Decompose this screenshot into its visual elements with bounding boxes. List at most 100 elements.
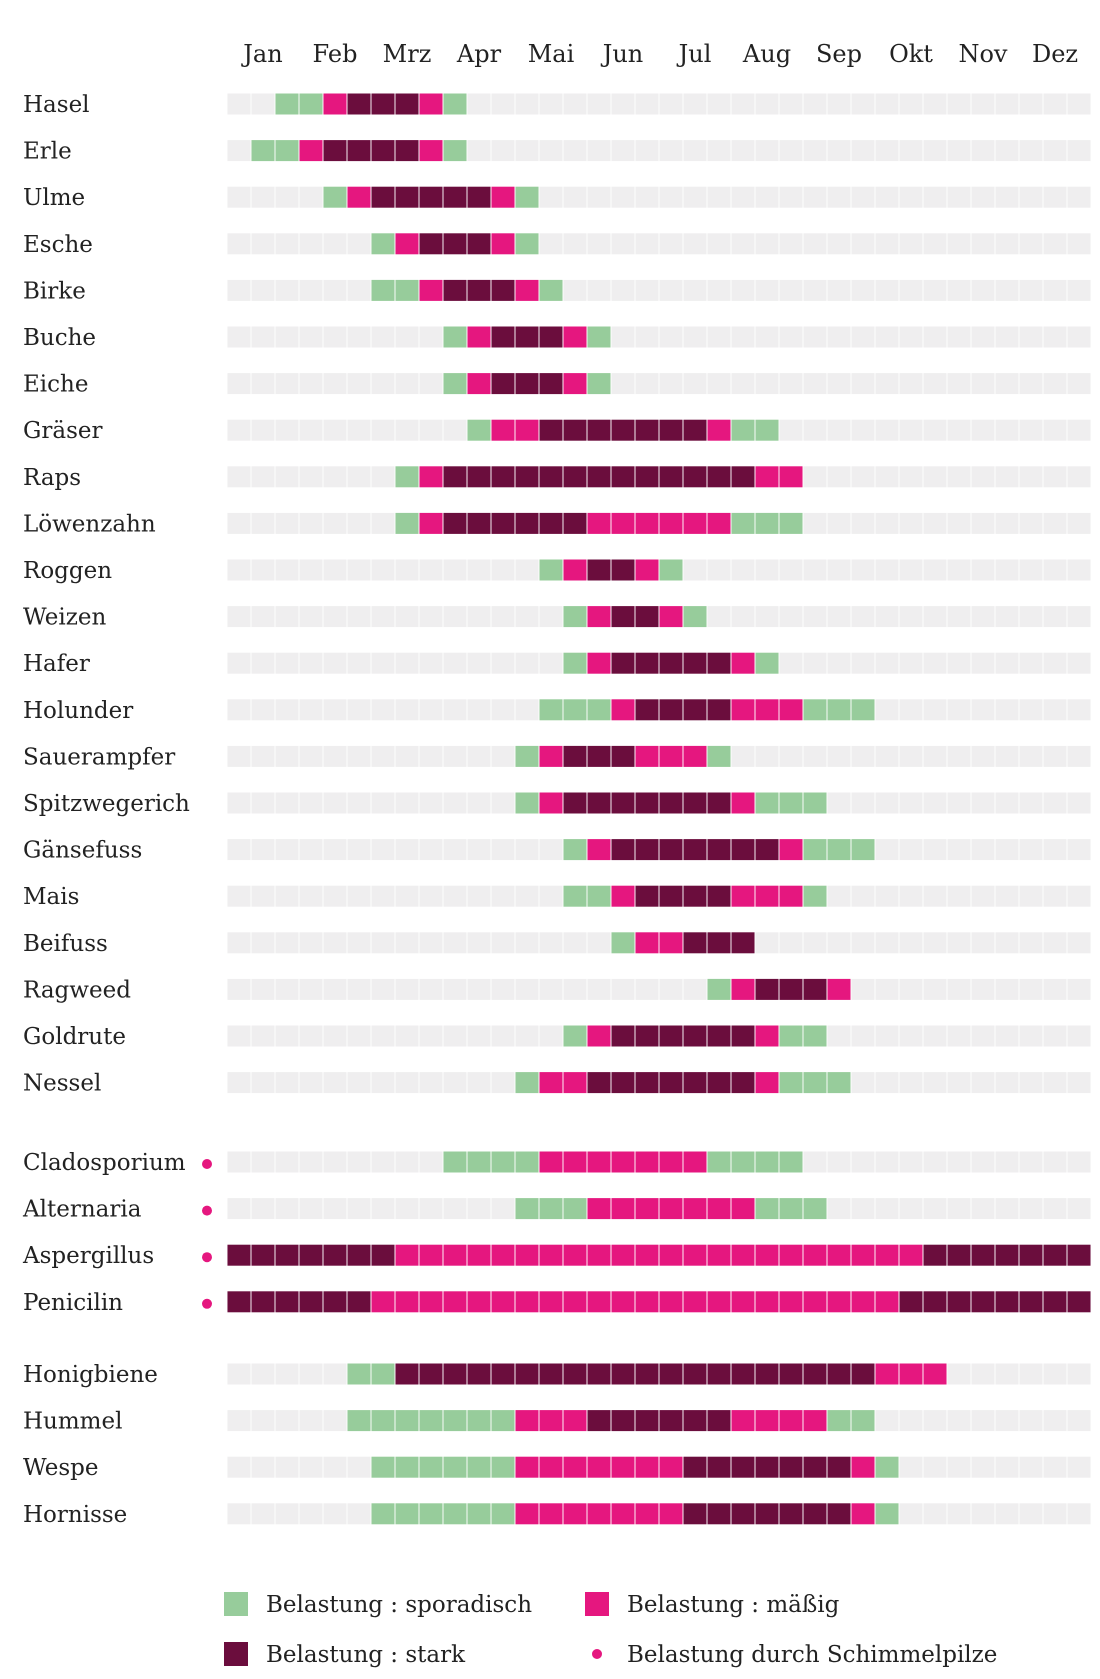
cell-raps-16	[611, 466, 635, 488]
cell-honigbiene-33	[1019, 1363, 1043, 1385]
cell-raps-7	[395, 466, 419, 488]
cell-holunder-14	[563, 699, 587, 721]
cell-wespe-5	[347, 1456, 371, 1478]
cell-wespe-25	[827, 1456, 851, 1478]
cell-ulme-4	[323, 186, 347, 208]
cell-aspergillus-11	[491, 1244, 515, 1266]
cell-beifuss-31	[971, 932, 995, 954]
cell-gänsefuss-28	[899, 839, 923, 861]
cell-birke-18	[659, 279, 683, 301]
cell-ulme-26	[851, 186, 875, 208]
cell-erle-7	[395, 140, 419, 162]
row-label: Spitzwegerich	[23, 791, 190, 817]
cell-gräser-14	[563, 419, 587, 441]
cell-ragweed-11	[491, 978, 515, 1000]
row-label: Eiche	[23, 372, 88, 398]
cell-beifuss-14	[563, 932, 587, 954]
cell-löwenzahn-32	[995, 512, 1019, 534]
cell-hafer-3	[299, 652, 323, 674]
cell-hummel-21	[731, 1410, 755, 1432]
cell-honigbiene-27	[875, 1363, 899, 1385]
cell-roggen-13	[539, 559, 563, 581]
cell-gräser-2	[275, 419, 299, 441]
row-label: Beifuss	[23, 931, 108, 957]
cell-buche-12	[515, 326, 539, 348]
cell-roggen-5	[347, 559, 371, 581]
cell-goldrute-1	[251, 1025, 275, 1047]
cell-weizen-33	[1019, 606, 1043, 628]
cell-ragweed-25	[827, 978, 851, 1000]
cell-cladosporium-22	[755, 1151, 779, 1173]
cell-spitzwegerich-3	[299, 792, 323, 814]
cell-roggen-6	[371, 559, 395, 581]
cell-löwenzahn-16	[611, 512, 635, 534]
cell-ulme-11	[491, 186, 515, 208]
cell-ulme-18	[659, 186, 683, 208]
cell-weizen-27	[875, 606, 899, 628]
cell-hornisse-10	[467, 1503, 491, 1525]
cell-ragweed-33	[1019, 978, 1043, 1000]
cell-hornisse-7	[395, 1503, 419, 1525]
cell-wespe-31	[971, 1456, 995, 1478]
cell-holunder-18	[659, 699, 683, 721]
cell-nessel-33	[1019, 1072, 1043, 1094]
cell-honigbiene-18	[659, 1363, 683, 1385]
cell-ragweed-17	[635, 978, 659, 1000]
cell-birke-23	[779, 279, 803, 301]
cell-mais-2	[275, 885, 299, 907]
cell-birke-33	[1019, 279, 1043, 301]
cell-penicilin-29	[923, 1291, 947, 1313]
cell-hornisse-29	[923, 1503, 947, 1525]
cell-hafer-14	[563, 652, 587, 674]
cell-hummel-3	[299, 1410, 323, 1432]
cell-alternaria-26	[851, 1198, 875, 1220]
cell-hafer-28	[899, 652, 923, 674]
row-label: Gräser	[23, 418, 103, 444]
cell-alternaria-34	[1043, 1198, 1067, 1220]
cell-eiche-13	[539, 373, 563, 395]
cell-honigbiene-9	[443, 1363, 467, 1385]
cell-wespe-27	[875, 1456, 899, 1478]
cell-sauerampfer-17	[635, 745, 659, 767]
cell-löwenzahn-11	[491, 512, 515, 534]
cell-sauerampfer-27	[875, 745, 899, 767]
cell-weizen-35	[1067, 606, 1091, 628]
cell-beifuss-26	[851, 932, 875, 954]
cell-gräser-10	[467, 419, 491, 441]
cell-raps-12	[515, 466, 539, 488]
cell-raps-30	[947, 466, 971, 488]
cell-ragweed-8	[419, 978, 443, 1000]
cell-spitzwegerich-0	[227, 792, 251, 814]
cell-buche-29	[923, 326, 947, 348]
cell-goldrute-23	[779, 1025, 803, 1047]
cell-spitzwegerich-14	[563, 792, 587, 814]
cell-mais-18	[659, 885, 683, 907]
cell-wespe-33	[1019, 1456, 1043, 1478]
cell-wespe-9	[443, 1456, 467, 1478]
cell-wespe-18	[659, 1456, 683, 1478]
cell-alternaria-11	[491, 1198, 515, 1220]
cell-cladosporium-34	[1043, 1151, 1067, 1173]
cell-holunder-20	[707, 699, 731, 721]
cell-ulme-34	[1043, 186, 1067, 208]
cell-ulme-20	[707, 186, 731, 208]
cell-ragweed-4	[323, 978, 347, 1000]
cell-spitzwegerich-9	[443, 792, 467, 814]
cell-nessel-28	[899, 1072, 923, 1094]
cell-eiche-29	[923, 373, 947, 395]
cell-ulme-3	[299, 186, 323, 208]
cell-gänsefuss-20	[707, 839, 731, 861]
cell-goldrute-20	[707, 1025, 731, 1047]
cell-aspergillus-8	[419, 1244, 443, 1266]
cell-honigbiene-6	[371, 1363, 395, 1385]
cell-spitzwegerich-20	[707, 792, 731, 814]
cell-esche-29	[923, 233, 947, 255]
cell-ulme-31	[971, 186, 995, 208]
cell-ragweed-32	[995, 978, 1019, 1000]
cell-hafer-15	[587, 652, 611, 674]
cell-raps-19	[683, 466, 707, 488]
cell-hasel-4	[323, 93, 347, 115]
cell-aspergillus-0	[227, 1244, 251, 1266]
cell-hasel-8	[419, 93, 443, 115]
cell-goldrute-11	[491, 1025, 515, 1047]
